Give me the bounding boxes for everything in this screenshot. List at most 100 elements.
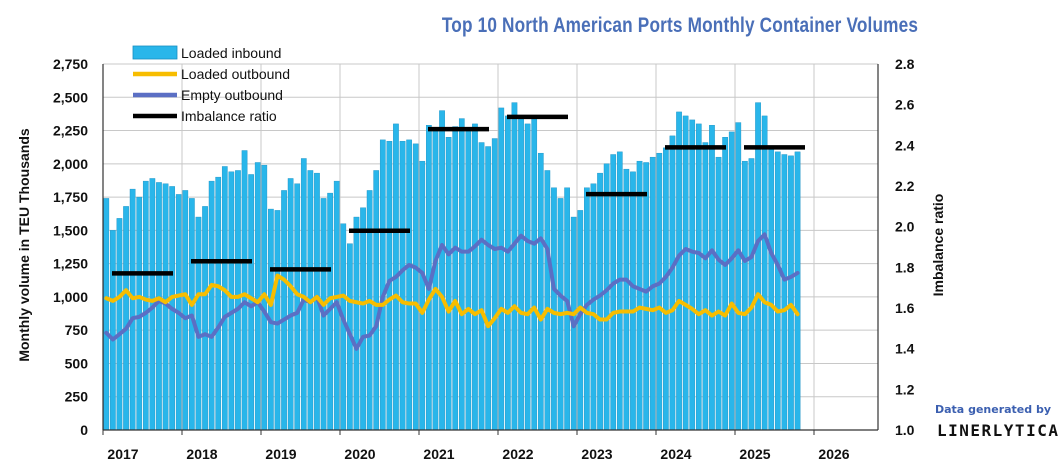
x-tick-label: 2018 [186, 446, 217, 462]
legend: Loaded inbound Loaded outbound Empty outbo… [132, 45, 290, 124]
bar-loaded-inbound [551, 187, 557, 431]
bar-loaded-inbound [399, 140, 406, 431]
bar-loaded-inbound [590, 183, 597, 431]
left-tick-label: 1,250 [53, 256, 88, 272]
left-tick-label: 1,500 [53, 222, 88, 238]
bar-loaded-inbound [452, 126, 459, 431]
right-axis-ticks: 1.0 1.2 1.4 1.6 1.8 2.0 2.2 2.4 2.6 2.8 [895, 56, 915, 438]
left-tick-label: 2,000 [53, 156, 88, 172]
bar-loaded-inbound [715, 156, 722, 431]
bar-loaded-inbound [537, 152, 544, 431]
bar-loaded-inbound [221, 166, 228, 431]
bar-loaded-inbound [603, 163, 610, 431]
left-tick-label: 1,000 [53, 289, 88, 305]
left-tick-label: 1,750 [53, 189, 88, 205]
bar-loaded-inbound [478, 142, 485, 431]
bar-loaded-inbound [254, 162, 261, 431]
bar-loaded-inbound [531, 115, 538, 431]
bar-loaded-inbound [768, 147, 775, 431]
x-tick-label: 2020 [344, 446, 375, 462]
bar-loaded-inbound [202, 206, 208, 431]
bar-loaded-inbound [110, 230, 116, 431]
bar-loaded-inbound [406, 139, 412, 431]
legend-item: Imbalance ratio [133, 108, 277, 124]
legend-label: Imbalance ratio [181, 108, 277, 124]
loaded-inbound-bars [103, 102, 801, 431]
bar-loaded-inbound [518, 115, 524, 431]
bar-loaded-inbound [439, 110, 445, 431]
chart-axes [102, 64, 879, 431]
legend-item: Empty outbound [133, 87, 283, 103]
right-tick-label: 1.0 [895, 422, 915, 438]
bar-loaded-inbound [281, 190, 287, 431]
bar-loaded-inbound [419, 160, 426, 431]
legend-item: Loaded inbound [132, 45, 281, 61]
left-tick-label: 2,500 [53, 89, 88, 105]
bar-loaded-inbound [208, 180, 215, 431]
x-tick-label: 2022 [502, 446, 533, 462]
bar-loaded-inbound [103, 198, 110, 431]
bar-loaded-inbound [379, 139, 386, 431]
left-tick-label: 250 [65, 389, 89, 405]
x-tick-label: 2023 [581, 446, 612, 462]
x-tick-label: 2026 [818, 446, 849, 462]
bar-loaded-inbound [458, 118, 465, 431]
right-tick-label: 2.4 [895, 137, 915, 153]
bar-loaded-inbound [116, 218, 123, 431]
bar-loaded-inbound [511, 102, 518, 431]
legend-swatch [132, 45, 178, 60]
credit-label: Data generated by [935, 403, 1052, 416]
legend-label: Empty outbound [181, 87, 283, 103]
bar-loaded-inbound [182, 190, 189, 431]
bar-loaded-inbound [728, 131, 735, 431]
bar-loaded-inbound [669, 135, 676, 431]
right-tick-label: 1.6 [895, 300, 915, 316]
bar-loaded-inbound [472, 123, 478, 431]
bar-loaded-inbound [366, 190, 373, 431]
right-tick-label: 2.8 [895, 56, 915, 72]
left-axis-ticks: 0 250 500 750 1,000 1,250 1,500 1,750 2,000 2,250… [53, 56, 88, 438]
bar-loaded-inbound [524, 123, 531, 431]
bar-loaded-inbound [755, 102, 761, 431]
y-axis-label: Monthly volume in TEU Thousands [16, 128, 32, 362]
bar-loaded-inbound [636, 160, 643, 431]
bar-loaded-inbound [228, 171, 235, 431]
bar-loaded-inbound [123, 206, 129, 431]
left-tick-label: 0 [80, 422, 88, 438]
bar-loaded-inbound [195, 216, 202, 431]
bar-loaded-inbound [445, 136, 452, 431]
bar-loaded-inbound [722, 136, 728, 431]
bar-loaded-inbound [597, 172, 603, 431]
legend-label: Loaded outbound [181, 66, 290, 82]
bar-loaded-inbound [656, 152, 663, 431]
bar-loaded-inbound [142, 180, 149, 431]
bar-loaded-inbound [676, 111, 682, 431]
bar-loaded-inbound [287, 178, 294, 431]
right-tick-label: 2.0 [895, 219, 915, 235]
bar-loaded-inbound [689, 119, 696, 431]
bar-loaded-inbound [649, 156, 656, 431]
bar-loaded-inbound [465, 127, 472, 431]
left-tick-label: 500 [65, 355, 89, 371]
bar-loaded-inbound [781, 154, 788, 431]
bar-loaded-inbound [156, 182, 162, 431]
legend-item: Loaded outbound [133, 66, 290, 82]
bar-loaded-inbound [485, 146, 491, 431]
bar-loaded-inbound [702, 142, 709, 431]
x-tick-label: 2019 [265, 446, 296, 462]
bar-loaded-inbound [623, 168, 630, 431]
bar-loaded-inbound [788, 155, 794, 431]
bar-loaded-inbound [360, 207, 366, 431]
x-tick-label: 2024 [660, 446, 691, 462]
bar-loaded-inbound [241, 150, 248, 431]
bar-loaded-inbound [491, 138, 498, 431]
series-lines [104, 232, 800, 351]
bar-loaded-inbound [498, 107, 505, 431]
bar-loaded-inbound [215, 176, 222, 431]
bar-loaded-inbound [682, 115, 689, 431]
line-loaded-outbound [104, 273, 800, 329]
right-tick-label: 1.8 [895, 259, 915, 275]
brand-logo: LINERLYTICA [937, 421, 1059, 440]
bar-loaded-inbound [695, 123, 702, 431]
